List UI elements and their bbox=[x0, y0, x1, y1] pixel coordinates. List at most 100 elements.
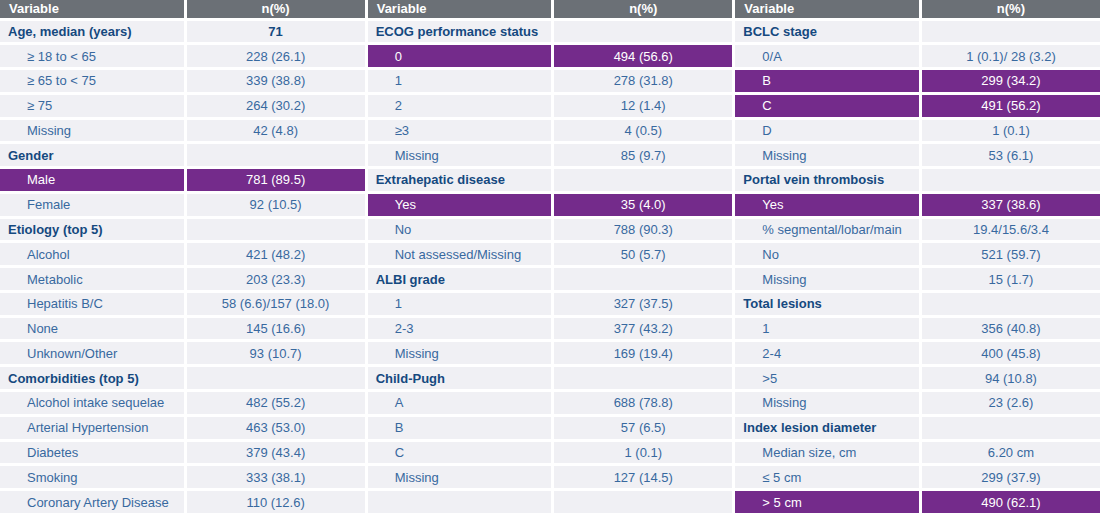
value-cell bbox=[920, 19, 1100, 44]
variable-cell: Portal vein thrombosis bbox=[735, 168, 920, 193]
variable-cell: ECOG performance status bbox=[368, 19, 553, 44]
table-row: Female92 (10.5) bbox=[0, 192, 365, 217]
table-row: ≥34 (0.5) bbox=[368, 118, 733, 143]
category-row: Gender bbox=[0, 143, 365, 168]
variable-cell: None bbox=[0, 316, 185, 341]
category-row: Extrahepatic disease bbox=[368, 168, 733, 193]
table-row: Alcohol intake sequelae482 (55.2) bbox=[0, 390, 365, 415]
value-cell: 333 (38.1) bbox=[185, 465, 365, 490]
variable-cell: Alcohol intake sequelae bbox=[0, 390, 185, 415]
variable-cell: Child-Pugh bbox=[368, 366, 553, 391]
value-cell: 337 (38.6) bbox=[920, 192, 1100, 217]
table-row: 212 (1.4) bbox=[368, 93, 733, 118]
table-row: 2-3377 (43.2) bbox=[368, 316, 733, 341]
table-header: Variable n(%) bbox=[368, 0, 733, 19]
category-row: Total lesions bbox=[735, 291, 1100, 316]
table-row: Missing42 (4.8) bbox=[0, 118, 365, 143]
variable-cell bbox=[368, 490, 553, 515]
variable-cell: C bbox=[368, 440, 553, 465]
table-row: Arterial Hypertension463 (53.0) bbox=[0, 415, 365, 440]
value-cell bbox=[185, 217, 365, 242]
value-cell: 491 (56.2) bbox=[920, 93, 1100, 118]
value-cell bbox=[553, 267, 733, 292]
variable-cell: Missing bbox=[368, 465, 553, 490]
table-row: Missing53 (6.1) bbox=[735, 143, 1100, 168]
value-cell: 110 (12.6) bbox=[185, 490, 365, 515]
value-cell: 1 (0.1)/ 28 (3.2) bbox=[920, 44, 1100, 69]
value-cell bbox=[553, 366, 733, 391]
value-cell: 781 (89.5) bbox=[185, 168, 365, 193]
variable-cell: >5 bbox=[735, 366, 920, 391]
variable-cell: 2 bbox=[368, 93, 553, 118]
variable-cell: ≥3 bbox=[368, 118, 553, 143]
value-cell: 94 (10.8) bbox=[920, 366, 1100, 391]
variable-cell: Yes bbox=[368, 192, 553, 217]
value-cell: 71 bbox=[185, 19, 365, 44]
table-row: Coronary Artery Disease110 (12.6) bbox=[0, 490, 365, 515]
value-cell: 521 (59.7) bbox=[920, 242, 1100, 267]
value-cell: 400 (45.8) bbox=[920, 341, 1100, 366]
table-row: A688 (78.8) bbox=[368, 390, 733, 415]
value-cell: 356 (40.8) bbox=[920, 316, 1100, 341]
value-cell: 299 (37.9) bbox=[920, 465, 1100, 490]
table-row: No521 (59.7) bbox=[735, 242, 1100, 267]
variable-cell: Metabolic bbox=[0, 267, 185, 292]
table-row: Missing15 (1.7) bbox=[735, 267, 1100, 292]
table-row: ≥ 18 to < 65228 (26.1) bbox=[0, 44, 365, 69]
table-body: Age, median (years)71≥ 18 to < 65228 (26… bbox=[0, 19, 365, 515]
value-cell bbox=[185, 143, 365, 168]
table-row: > 5 cm490 (62.1) bbox=[735, 490, 1100, 515]
value-cell: 299 (34.2) bbox=[920, 69, 1100, 94]
value-cell: 4 (0.5) bbox=[553, 118, 733, 143]
variable-cell: No bbox=[735, 242, 920, 267]
value-cell: 42 (4.8) bbox=[185, 118, 365, 143]
variable-cell: Arterial Hypertension bbox=[0, 415, 185, 440]
table-row bbox=[368, 490, 733, 515]
category-row: Etiology (top 5) bbox=[0, 217, 365, 242]
variable-cell: > 5 cm bbox=[735, 490, 920, 515]
variable-cell: Missing bbox=[368, 143, 553, 168]
value-cell: 57 (6.5) bbox=[553, 415, 733, 440]
table-row: ≥ 75264 (30.2) bbox=[0, 93, 365, 118]
variable-cell: 0/A bbox=[735, 44, 920, 69]
table-row: No788 (90.3) bbox=[368, 217, 733, 242]
value-cell: 482 (55.2) bbox=[185, 390, 365, 415]
value-cell: 688 (78.8) bbox=[553, 390, 733, 415]
table-row: 1278 (31.8) bbox=[368, 69, 733, 94]
variable-cell: 2-3 bbox=[368, 316, 553, 341]
category-row: Age, median (years)71 bbox=[0, 19, 365, 44]
value-cell: 145 (16.6) bbox=[185, 316, 365, 341]
table-row: ≥ 65 to < 75339 (38.8) bbox=[0, 69, 365, 94]
value-cell: 203 (23.3) bbox=[185, 267, 365, 292]
value-cell: 327 (37.5) bbox=[553, 291, 733, 316]
table-row: ≤ 5 cm299 (37.9) bbox=[735, 465, 1100, 490]
variable-cell: Yes bbox=[735, 192, 920, 217]
table-row: None145 (16.6) bbox=[0, 316, 365, 341]
n-percent-column-header: n(%) bbox=[185, 0, 365, 19]
variable-cell: 1 bbox=[735, 316, 920, 341]
table-header: Variable n(%) bbox=[735, 0, 1100, 19]
category-row: ECOG performance status bbox=[368, 19, 733, 44]
value-cell: 463 (53.0) bbox=[185, 415, 365, 440]
table-row: Hepatitis B/C58 (6.6)/157 (18.0) bbox=[0, 291, 365, 316]
variable-column-header: Variable bbox=[0, 0, 185, 19]
variable-cell: ≥ 18 to < 65 bbox=[0, 44, 185, 69]
variable-cell: Missing bbox=[735, 143, 920, 168]
variable-cell: Missing bbox=[0, 118, 185, 143]
table-row: 2-4400 (45.8) bbox=[735, 341, 1100, 366]
table-row: Median size, cm6.20 cm bbox=[735, 440, 1100, 465]
header-row: Variable n(%) bbox=[735, 0, 1100, 19]
variable-cell: No bbox=[368, 217, 553, 242]
table-row: 0/A1 (0.1)/ 28 (3.2) bbox=[735, 44, 1100, 69]
table-body: ECOG performance status0494 (56.6)1278 (… bbox=[368, 19, 733, 515]
table-row: C491 (56.2) bbox=[735, 93, 1100, 118]
value-cell: 264 (30.2) bbox=[185, 93, 365, 118]
variable-cell: Coronary Artery Disease bbox=[0, 490, 185, 515]
variable-cell: ≥ 75 bbox=[0, 93, 185, 118]
baseline-table-2: Variable n(%) ECOG performance status049… bbox=[368, 0, 733, 516]
value-cell: 494 (56.6) bbox=[553, 44, 733, 69]
value-cell: 92 (10.5) bbox=[185, 192, 365, 217]
value-cell: 19.4/15.6/3.4 bbox=[920, 217, 1100, 242]
value-cell bbox=[920, 415, 1100, 440]
value-cell: 6.20 cm bbox=[920, 440, 1100, 465]
